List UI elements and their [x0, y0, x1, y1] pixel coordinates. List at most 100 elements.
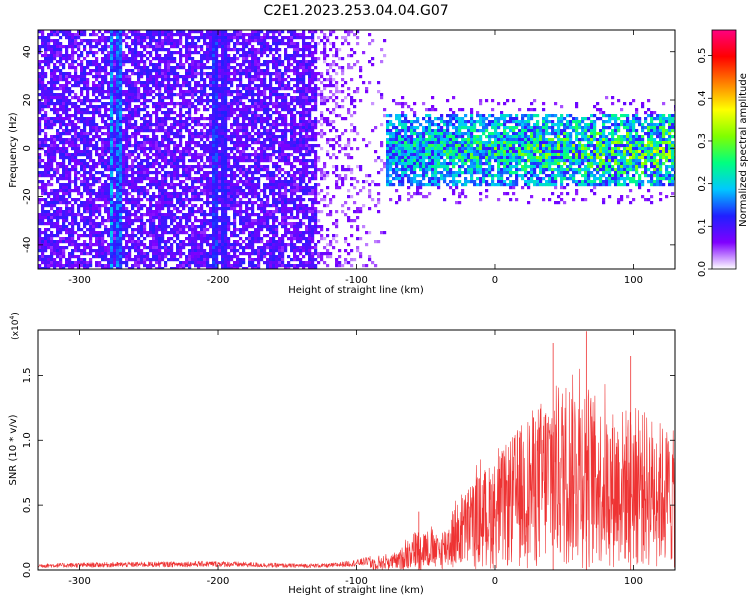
heatmap-cell [236, 99, 240, 103]
heatmap-cell [110, 66, 114, 70]
heatmap-cell [227, 255, 231, 259]
heatmap-cell [131, 153, 135, 157]
heatmap-cell [179, 144, 183, 148]
heatmap-cell [77, 45, 81, 49]
heatmap-cell [77, 36, 81, 40]
heatmap-cell [38, 63, 42, 67]
heatmap-cell [197, 120, 201, 124]
heatmap-cell [155, 252, 159, 256]
heatmap-cell [71, 141, 75, 145]
heatmap-cell [104, 201, 108, 205]
heatmap-cell [146, 45, 150, 49]
heatmap-cell [86, 216, 90, 220]
heatmap-cell [224, 201, 228, 205]
heatmap-cell [263, 39, 267, 43]
heatmap-cell [158, 162, 162, 166]
heatmap-cell [50, 144, 54, 148]
heatmap-cell [164, 261, 168, 265]
heatmap-cell [233, 48, 237, 52]
heatmap-cell [188, 144, 192, 148]
heatmap-cell [104, 228, 108, 232]
heatmap-cell [194, 210, 198, 214]
heatmap-cell [206, 222, 210, 226]
heatmap-cell [173, 234, 177, 238]
heatmap-cell [278, 156, 282, 160]
heatmap-cell [80, 258, 84, 262]
heatmap-cell [203, 216, 207, 220]
heatmap-cell [122, 249, 126, 253]
heatmap-cell [41, 231, 45, 235]
heatmap-cell [62, 150, 66, 154]
heatmap-cell [167, 171, 171, 175]
heatmap-cell [245, 108, 249, 112]
heatmap-cell [197, 60, 201, 64]
heatmap-cell [95, 192, 99, 196]
heatmap-cell [251, 165, 255, 169]
heatmap-cell [263, 144, 267, 148]
heatmap-cell [59, 261, 63, 265]
heatmap-cell [257, 177, 261, 181]
heatmap-cell [80, 129, 84, 133]
heatmap-cell [218, 93, 222, 97]
heatmap-cell [158, 258, 162, 262]
heatmap-cell [230, 72, 234, 76]
heatmap-cell [200, 183, 204, 187]
heatmap-cell [212, 69, 216, 73]
heatmap-cell [53, 63, 57, 67]
heatmap-cell [158, 267, 162, 269]
heatmap-cell [221, 222, 225, 226]
heatmap-cell [125, 90, 129, 94]
heatmap-cell [113, 150, 117, 154]
heatmap-cell [53, 93, 57, 97]
heatmap-cell [56, 96, 60, 100]
heatmap-cell [173, 213, 177, 217]
heatmap-cell [218, 243, 222, 247]
heatmap-cell [131, 48, 135, 52]
heatmap-cell [206, 261, 210, 265]
heatmap-cell [137, 168, 141, 172]
heatmap-cell [119, 114, 123, 118]
heatmap-cell [200, 237, 204, 241]
heatmap-cell [182, 75, 186, 79]
heatmap-cell [149, 45, 153, 49]
heatmap-cell [107, 30, 111, 34]
heatmap-cell [110, 177, 114, 181]
heatmap-cell [50, 204, 54, 208]
heatmap-cell [140, 66, 144, 70]
heatmap-cell [272, 189, 276, 193]
heatmap-cell [248, 135, 252, 139]
heatmap-cell [107, 51, 111, 55]
heatmap-cell [128, 93, 132, 97]
heatmap-cell [152, 135, 156, 139]
heatmap-cell [92, 105, 96, 109]
heatmap-cell [89, 249, 93, 253]
heatmap-cell [203, 87, 207, 91]
heatmap-cell [272, 267, 276, 269]
heatmap-cell [140, 213, 144, 217]
heatmap-cell [173, 228, 177, 232]
heatmap-cell [62, 141, 66, 145]
heatmap-cell [257, 66, 261, 70]
heatmap-cell [257, 213, 261, 217]
heatmap-cell [185, 153, 189, 157]
heatmap-cell [230, 99, 234, 103]
heatmap-cell [230, 150, 234, 154]
heatmap-cell [62, 264, 66, 268]
heatmap-cell [134, 240, 138, 244]
heatmap-cell [95, 135, 99, 139]
heatmap-cell [74, 165, 78, 169]
heatmap-cell [116, 234, 120, 238]
heatmap-cell [164, 57, 168, 61]
heatmap-cell [236, 78, 240, 82]
heatmap-cell [44, 186, 48, 190]
heatmap-cell [269, 51, 273, 55]
heatmap-cell [176, 114, 180, 118]
heatmap-cell [224, 204, 228, 208]
heatmap-cell [263, 174, 267, 178]
heatmap-cell [257, 147, 261, 151]
heatmap-cell [191, 120, 195, 124]
heatmap-cell [191, 231, 195, 235]
heatmap-cell [152, 213, 156, 217]
heatmap-cell [119, 36, 123, 40]
heatmap-cell [182, 240, 186, 244]
